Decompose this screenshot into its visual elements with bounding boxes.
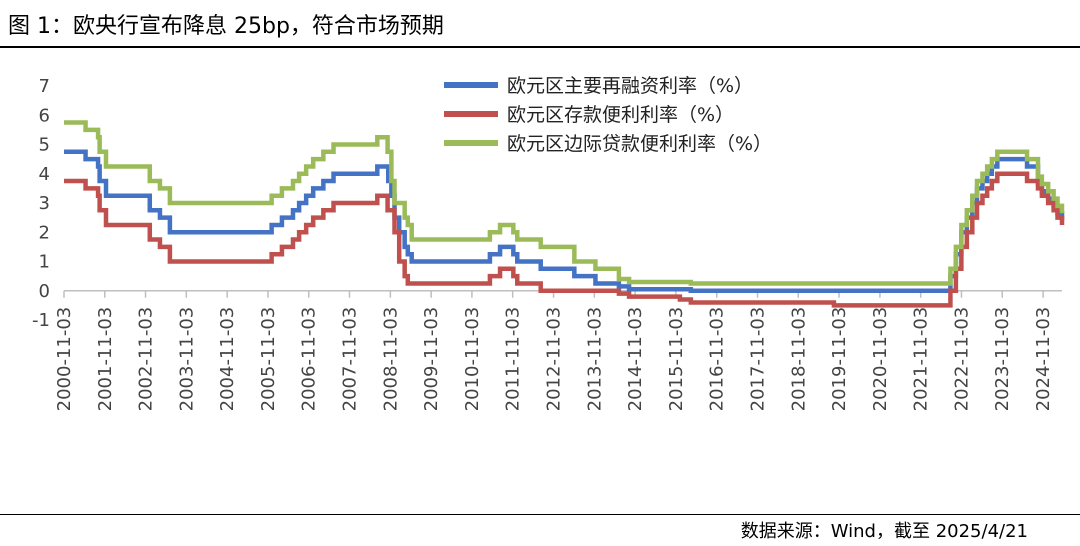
- x-tick-label: 2007-11-03: [339, 307, 360, 412]
- x-tick-label: 2008-11-03: [380, 307, 401, 412]
- figure-title: 图 1：欧央行宣布降息 25bp，符合市场预期: [8, 14, 444, 39]
- x-tick-label: 2009-11-03: [421, 307, 442, 412]
- x-tick-label: 2014-11-03: [625, 307, 646, 412]
- y-tick-label: 5: [39, 135, 50, 156]
- line-chart: 7 6 5 4 3 2 1 0 -1 2000-11-03 2001-11-03 2002-11-03…: [32, 75, 1065, 411]
- x-tick-label: 2012-11-03: [544, 307, 565, 412]
- x-tick-label: 2005-11-03: [258, 307, 279, 412]
- y-tick-label: 6: [39, 105, 50, 126]
- x-tick-label: 2003-11-03: [176, 307, 197, 412]
- x-tick-label: 2016-11-03: [707, 307, 728, 412]
- series-line-3: [64, 120, 1065, 286]
- y-tick-label: -1: [32, 310, 50, 331]
- axis-layer: 7 6 5 4 3 2 1 0 -1 2000-11-03 2001-11-03 2002-11-03…: [32, 76, 1062, 411]
- y-tick-label: 3: [39, 193, 50, 214]
- x-tick-label: 2002-11-03: [136, 307, 157, 412]
- legend-label: 欧元区边际贷款便利利率（%）: [507, 133, 772, 155]
- legend-label: 欧元区存款便利利率（%）: [507, 104, 734, 126]
- y-tick-label: 2: [39, 222, 50, 243]
- series-line-2: [64, 171, 1065, 308]
- x-tick-label: 2006-11-03: [299, 307, 320, 412]
- x-tick-label: 2021-11-03: [911, 307, 932, 412]
- x-tick-label: 2019-11-03: [829, 307, 850, 412]
- x-tick-label: 2020-11-03: [870, 307, 891, 412]
- x-tick-label: 2018-11-03: [788, 307, 809, 412]
- x-tick-label: 2024-11-03: [1033, 307, 1054, 412]
- x-tick-label: 2013-11-03: [584, 307, 605, 412]
- x-tick-label: 2023-11-03: [992, 307, 1013, 412]
- x-tick-label: 2001-11-03: [95, 307, 116, 412]
- title-bar: 图 1：欧央行宣布降息 25bp，符合市场预期: [0, 0, 1080, 46]
- series-layer: [64, 120, 1065, 308]
- x-tick-label: 2017-11-03: [748, 307, 769, 412]
- y-tick-label: 0: [39, 281, 50, 302]
- x-tick-label: 2015-11-03: [666, 307, 687, 412]
- y-tick-label: 4: [39, 164, 50, 185]
- title-divider: [0, 46, 1080, 48]
- legend: 欧元区主要再融资利率（%） 欧元区存款便利利率（%） 欧元区边际贷款便利利率（%）: [444, 75, 772, 155]
- x-tick-label: 2010-11-03: [462, 307, 483, 412]
- legend-label: 欧元区主要再融资利率（%）: [507, 75, 753, 97]
- series-line-1: [64, 149, 1065, 293]
- x-tick-label: 2022-11-03: [951, 307, 972, 412]
- y-tick-label: 1: [39, 252, 50, 273]
- y-tick-label: 7: [39, 76, 50, 97]
- x-tick-label: 2000-11-03: [54, 307, 75, 412]
- x-tick-label: 2004-11-03: [217, 307, 238, 412]
- x-tick-label: 2011-11-03: [503, 307, 524, 412]
- source-note: 数据来源：Wind，截至 2025/4/21: [740, 521, 1028, 542]
- source-divider: [0, 514, 1080, 515]
